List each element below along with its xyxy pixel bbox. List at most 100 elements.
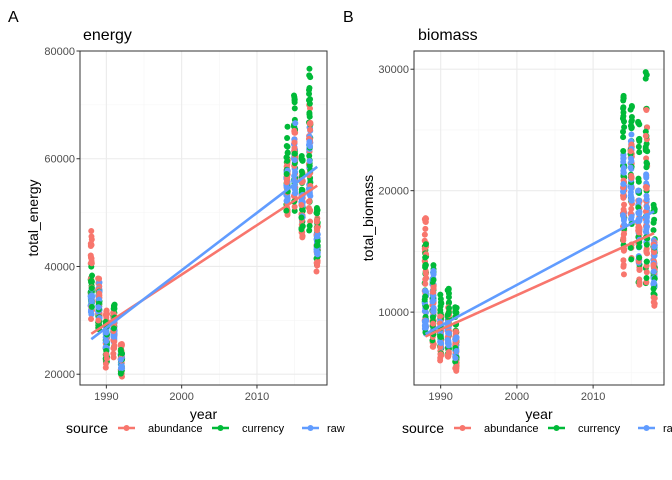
data-point-currency — [429, 314, 436, 321]
trend-lines — [90, 165, 318, 341]
panel-title: biomass — [418, 27, 478, 44]
data-point-currency — [437, 291, 444, 298]
data-point-raw — [430, 293, 437, 300]
data-point-abundance — [102, 312, 109, 319]
data-point-raw — [291, 157, 298, 164]
x-tick-label: 2000 — [505, 391, 529, 403]
data-point-abundance — [299, 233, 306, 240]
y-axis: 20000 40000 60000 80000 total_energy — [25, 46, 80, 381]
plot-background — [80, 51, 327, 385]
data-point-abundance — [651, 249, 658, 256]
data-point-currency — [298, 214, 305, 221]
data-point-currency — [643, 71, 650, 78]
data-point-raw — [643, 192, 650, 199]
data-point-abundance — [313, 218, 320, 225]
data-point-abundance — [422, 225, 429, 232]
data-point-abundance — [453, 363, 460, 370]
data-point-currency — [642, 143, 649, 150]
data-point-abundance — [313, 268, 320, 275]
data-point-abundance — [643, 279, 650, 286]
data-point-raw — [314, 251, 321, 258]
x-tick-label: 1990 — [94, 391, 118, 403]
data-point-currency — [117, 370, 124, 377]
data-point-currency — [643, 275, 650, 282]
data-point-raw — [284, 196, 291, 203]
data-point-currency — [284, 123, 291, 130]
legend-key-point-abundance — [459, 425, 466, 431]
data-point-raw — [627, 155, 634, 162]
data-point-abundance — [627, 148, 634, 155]
data-point-raw — [292, 189, 299, 196]
legend-label-currency: currency — [578, 423, 621, 435]
data-point-abundance — [88, 233, 95, 240]
data-point-raw — [643, 174, 650, 181]
y-tick-label: 60000 — [44, 154, 75, 166]
legend-panel-a: source abundance currency raw — [66, 420, 345, 436]
data-point-currency — [283, 207, 290, 214]
data-point-abundance — [636, 267, 643, 274]
y-axis-title: total_energy — [25, 179, 41, 256]
data-point-raw — [628, 131, 635, 138]
data-point-currency — [636, 244, 643, 251]
data-point-currency — [627, 106, 634, 113]
data-point-currency — [437, 334, 444, 341]
legend-panel-b: source abundance currency raw — [402, 420, 672, 436]
data-point-abundance — [88, 242, 95, 249]
data-point-currency — [628, 256, 635, 263]
data-point-raw — [103, 329, 110, 336]
data-point-abundance — [291, 203, 298, 210]
legend-key-point-raw — [643, 425, 650, 431]
data-point-abundance — [88, 316, 95, 323]
data-point-currency — [291, 105, 298, 112]
legend-key-point-raw — [307, 425, 314, 431]
data-point-currency — [636, 254, 643, 261]
data-point-currency — [619, 115, 626, 122]
data-point-currency — [313, 209, 320, 216]
data-point-abundance — [284, 176, 291, 183]
data-point-currency — [89, 272, 96, 279]
data-point-currency — [111, 305, 118, 312]
data-point-abundance — [620, 271, 627, 278]
trend-line-raw — [424, 210, 655, 336]
data-point-abundance — [430, 320, 437, 327]
data-point-currency — [306, 100, 313, 107]
data-point-abundance — [430, 343, 437, 350]
data-point-raw — [118, 364, 125, 371]
data-point-currency — [284, 135, 291, 142]
data-point-raw — [103, 338, 110, 345]
y-tick-label: 10000 — [378, 307, 409, 319]
data-point-raw — [430, 304, 437, 311]
data-point-raw — [95, 304, 102, 311]
data-point-abundance — [422, 280, 429, 287]
data-point-raw — [650, 279, 657, 286]
data-point-currency — [446, 299, 453, 306]
data-point-currency — [284, 157, 291, 164]
data-point-abundance — [650, 262, 657, 269]
data-point-raw — [620, 155, 627, 162]
legend-label-abundance: abundance — [484, 423, 538, 435]
data-point-raw — [628, 197, 635, 204]
data-point-currency — [422, 254, 429, 261]
data-point-abundance — [421, 231, 428, 238]
data-point-raw — [306, 158, 313, 165]
data-point-raw — [453, 348, 460, 355]
data-point-raw — [117, 356, 124, 363]
data-point-currency — [650, 285, 657, 292]
data-point-currency — [446, 305, 453, 312]
legend-key-point-currency — [553, 425, 560, 431]
x-tick-label: 2010 — [245, 391, 269, 403]
panel-title: energy — [83, 27, 132, 44]
data-point-currency — [650, 201, 657, 208]
data-point-abundance — [437, 313, 444, 320]
data-point-currency — [306, 222, 313, 229]
data-point-currency — [421, 296, 428, 303]
data-point-abundance — [307, 126, 314, 133]
data-point-currency — [306, 90, 313, 97]
data-point-currency — [299, 206, 306, 213]
data-point-abundance — [291, 127, 298, 134]
data-point-currency — [628, 113, 635, 120]
data-point-abundance — [298, 201, 305, 208]
x-tick-label: 2000 — [169, 391, 193, 403]
data-point-currency — [88, 277, 95, 284]
data-point-abundance — [642, 184, 649, 191]
